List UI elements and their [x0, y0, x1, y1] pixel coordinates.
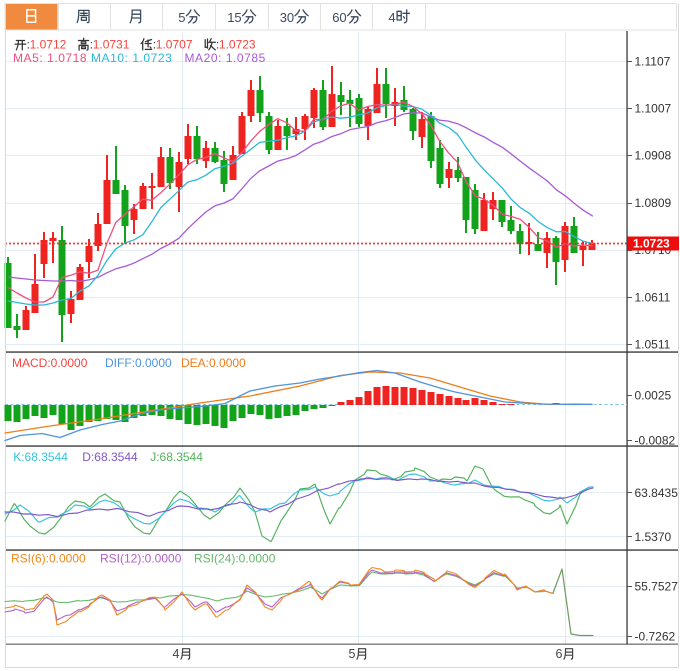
svg-text:4: 4 — [173, 647, 180, 661]
svg-text::: : — [153, 38, 156, 52]
svg-text:J:68.3544: J:68.3544 — [150, 450, 203, 464]
svg-text:55.7527: 55.7527 — [635, 579, 679, 593]
svg-text:1.5370: 1.5370 — [635, 530, 672, 544]
svg-text:DIFF:0.0000: DIFF:0.0000 — [105, 356, 172, 370]
svg-text:15: 15 — [227, 10, 241, 25]
svg-text:5: 5 — [178, 10, 185, 25]
svg-text:30: 30 — [280, 10, 294, 25]
svg-text:MA10: 1.0723: MA10: 1.0723 — [91, 51, 172, 65]
svg-text::: : — [90, 38, 93, 52]
svg-text:1.0809: 1.0809 — [635, 196, 672, 210]
svg-text::: : — [216, 38, 219, 52]
svg-text:1.0712: 1.0712 — [30, 38, 67, 52]
svg-text:1.0511: 1.0511 — [635, 338, 671, 352]
svg-text:1.0723: 1.0723 — [633, 237, 670, 251]
svg-text:6: 6 — [556, 647, 563, 661]
svg-text:1.1107: 1.1107 — [635, 54, 671, 68]
svg-text:MACD:0.0000: MACD:0.0000 — [12, 356, 88, 370]
svg-text:1.0611: 1.0611 — [635, 290, 671, 304]
svg-text::: : — [27, 38, 30, 52]
svg-text:RSI(6):0.0000: RSI(6):0.0000 — [11, 552, 86, 566]
svg-text:K:68.3544: K:68.3544 — [13, 450, 68, 464]
svg-text:D:68.3544: D:68.3544 — [82, 450, 138, 464]
svg-text:1.0731: 1.0731 — [93, 38, 130, 52]
svg-text:60: 60 — [332, 10, 346, 25]
svg-text:MA20: 1.0785: MA20: 1.0785 — [185, 51, 266, 65]
svg-text:1.0908: 1.0908 — [635, 149, 672, 163]
svg-text:-0.0082: -0.0082 — [635, 433, 676, 447]
svg-text:0.0025: 0.0025 — [635, 388, 672, 402]
svg-text:RSI(24):0.0000: RSI(24):0.0000 — [194, 552, 276, 566]
svg-text:RSI(12):0.0000: RSI(12):0.0000 — [100, 552, 182, 566]
svg-text:63.8435: 63.8435 — [635, 486, 679, 500]
svg-text:DEA:0.0000: DEA:0.0000 — [181, 356, 246, 370]
svg-text:MA5: 1.0718: MA5: 1.0718 — [13, 51, 87, 65]
svg-text:5: 5 — [349, 647, 356, 661]
svg-text:1.0707: 1.0707 — [156, 38, 193, 52]
svg-text:4: 4 — [388, 10, 395, 25]
svg-text:1.1007: 1.1007 — [635, 102, 672, 116]
svg-text:1.0723: 1.0723 — [219, 38, 256, 52]
svg-text:-0.7262: -0.7262 — [635, 630, 676, 644]
